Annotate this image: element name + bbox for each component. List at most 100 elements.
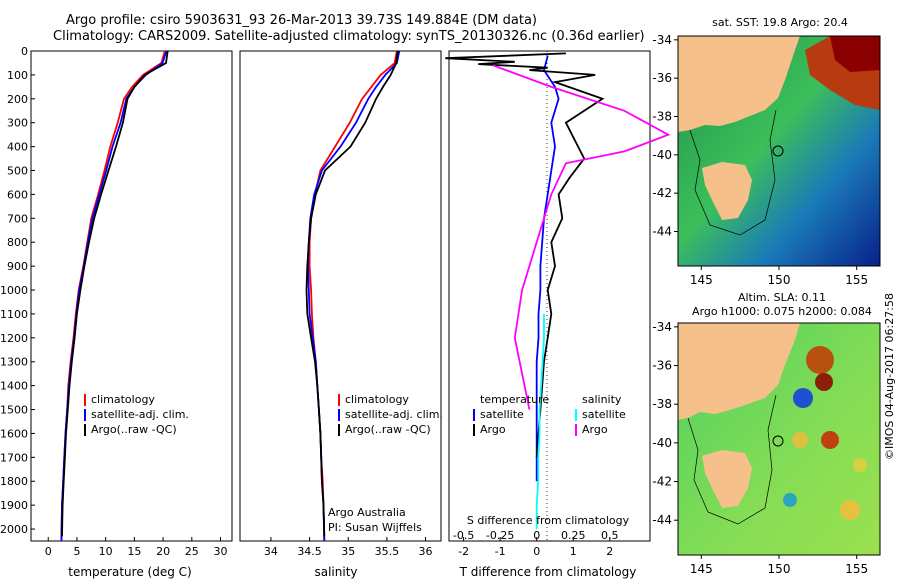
series-line <box>60 50 166 542</box>
y-tick-label: 1200 <box>0 332 28 345</box>
map-y-tick-label: -40 <box>652 436 672 450</box>
y-tick-label: 400 <box>7 141 28 154</box>
legend-label-argo: Argo(..raw -QC) <box>345 423 431 436</box>
sla-eddy <box>815 373 833 391</box>
x-tick-label: 20 <box>156 545 170 558</box>
y-tick-label: 1500 <box>0 404 28 417</box>
y-tick-label: 300 <box>7 117 28 130</box>
map-y-tick-label: -40 <box>652 148 672 162</box>
y-tick-label: 1400 <box>0 380 28 393</box>
x-tick-label: 15 <box>127 545 141 558</box>
legend-label-satellite: satellite-adj. clim. <box>345 408 443 421</box>
y-tick-label: 900 <box>7 260 28 273</box>
y-tick-label: 2000 <box>0 523 28 536</box>
series-line <box>61 50 169 537</box>
x-tick-label: 0 <box>45 545 52 558</box>
map-y-tick-label: -38 <box>652 110 672 124</box>
y-tick-label: 1600 <box>0 427 28 440</box>
temperature-legend: climatology satellite-adj. clim. Argo(..… <box>84 393 189 436</box>
sla-mainland <box>678 323 800 420</box>
map-y-tick-label: -34 <box>652 320 672 334</box>
legend-label-t-argo: Argo <box>480 423 506 436</box>
y-tick-label: 700 <box>7 212 28 225</box>
y-tick-label: 1700 <box>0 451 28 464</box>
sla-eddy <box>853 458 867 472</box>
legend-label-t-satellite: satellite <box>480 408 524 421</box>
sst-warm-core-inner <box>830 36 880 72</box>
sla-argo-marker <box>772 435 784 447</box>
difference-panel: -2 -1 0 1 2 -0.5 -0.25 0 0.25 0.5 S difference f… <box>445 50 671 579</box>
x-tick-label: 34 <box>264 545 278 558</box>
salinity-xlabel: salinity <box>314 565 357 579</box>
map-y-tick-label: -36 <box>652 359 672 373</box>
sst-argo-marker <box>772 145 784 157</box>
legend-label-climatology: climatology <box>91 393 155 406</box>
sla-eddy <box>840 500 860 520</box>
y-tick-label: 0 <box>21 45 28 58</box>
annotation-pi: PI: Susan Wijffels <box>328 521 422 534</box>
temperature-panel: 0100200300400500600700800900100011001200… <box>0 45 233 579</box>
series-line <box>445 52 605 458</box>
sst-mainland <box>678 36 800 132</box>
imos-credit: ©IMOS 04-Aug-2017 06:27:58 <box>883 293 896 460</box>
sla-map-subtitle: Argo h1000: 0.075 h2000: 0.084 <box>692 305 872 318</box>
legend-label-satellite: satellite-adj. clim. <box>91 408 189 421</box>
x-tick-label: 34.5 <box>297 545 322 558</box>
series-line <box>492 64 671 410</box>
map-y-tick-label: -34 <box>652 33 672 47</box>
s-tick-label: -0.5 <box>453 529 474 542</box>
t-difference-xlabel: T difference from climatology <box>459 565 637 579</box>
s-tick-label: 0.25 <box>561 529 586 542</box>
sla-tasmania <box>702 450 752 508</box>
y-tick-label: 500 <box>7 165 28 178</box>
map-y-tick-label: -42 <box>652 186 672 200</box>
difference-axes-box <box>448 50 651 542</box>
map-y-tick-label: -44 <box>652 513 672 527</box>
s-tick-label: 0.5 <box>601 529 619 542</box>
map-x-tick-label: 150 <box>768 273 791 287</box>
y-tick-label: 1100 <box>0 308 28 321</box>
x-tick-label: 35 <box>341 545 355 558</box>
sla-map-panel: Altim. SLA: 0.11 Argo h1000: 0.075 h2000… <box>652 291 881 576</box>
sla-contour <box>687 394 777 525</box>
sla-map-title: Altim. SLA: 0.11 <box>738 291 826 304</box>
map-x-tick-label: 150 <box>768 562 791 576</box>
series-line <box>308 50 398 542</box>
figure-title-line1: Argo profile: csiro 5903631_93 26-Mar-20… <box>66 13 537 28</box>
s-tick-label: -0.25 <box>486 529 514 542</box>
x-tick-label: 0 <box>533 545 540 558</box>
sla-eddy <box>792 432 808 448</box>
y-tick-label: 600 <box>7 188 28 201</box>
sla-eddy <box>783 493 797 507</box>
map-y-tick-label: -38 <box>652 397 672 411</box>
s-difference-xlabel: S difference from climatology <box>467 514 630 527</box>
y-tick-label: 800 <box>7 236 28 249</box>
map-y-tick-label: -44 <box>652 225 672 239</box>
x-tick-label: 36 <box>419 545 433 558</box>
y-tick-label: 200 <box>7 93 28 106</box>
legend-title-temperature: temperature <box>480 393 549 406</box>
s-tick-label: 0 <box>533 529 540 542</box>
sst-map-panel: sat. SST: 19.8 Argo: 20.4 145 150 155 -34 -3… <box>652 16 881 287</box>
legend-title-salinity: salinity <box>582 393 622 406</box>
series-line <box>535 55 560 482</box>
x-tick-label: -2 <box>458 545 469 558</box>
map-x-tick-label: 155 <box>845 562 868 576</box>
sst-contour <box>689 109 777 236</box>
annotation-argo-australia: Argo Australia <box>328 506 406 519</box>
map-x-tick-label: 145 <box>690 562 713 576</box>
map-x-tick-label: 155 <box>845 273 868 287</box>
y-tick-label: 1800 <box>0 475 28 488</box>
salinity-legend: climatology satellite-adj. clim. Argo(..… <box>338 393 443 436</box>
x-tick-label: 30 <box>214 545 228 558</box>
salinity-panel: 34 34.5 35 35.5 36 salinity climatology sate… <box>239 50 443 579</box>
y-tick-label: 1900 <box>0 499 28 512</box>
temperature-xlabel: temperature (deg C) <box>68 565 191 579</box>
y-tick-label: 1300 <box>0 356 28 369</box>
x-tick-label: 1 <box>570 545 577 558</box>
x-tick-label: 25 <box>185 545 199 558</box>
difference-legend: temperature satellite Argo salinity sate… <box>473 393 626 436</box>
x-tick-label: 10 <box>99 545 113 558</box>
x-tick-label: -1 <box>495 545 506 558</box>
